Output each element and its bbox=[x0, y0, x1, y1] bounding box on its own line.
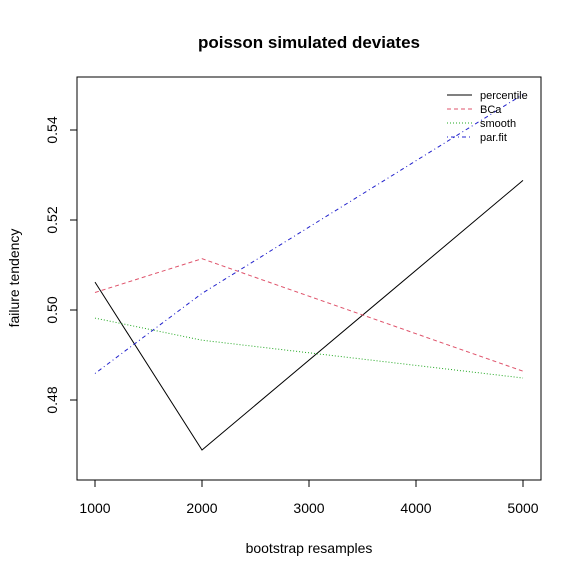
y-tick-label: 0.48 bbox=[44, 386, 60, 413]
plot-frame bbox=[76, 76, 542, 481]
y-tick-label: 0.52 bbox=[44, 206, 60, 233]
x-tick-label: 2000 bbox=[186, 500, 217, 516]
series-line-par-fit bbox=[94, 93, 524, 374]
y-axis-label: failure tendency bbox=[6, 229, 22, 328]
x-tick-label: 4000 bbox=[400, 500, 431, 516]
x-tick-label: 1000 bbox=[79, 500, 110, 516]
legend-label: smooth bbox=[480, 118, 516, 130]
series-layer bbox=[94, 93, 524, 451]
legend: percentile BCa smooth par.fit bbox=[447, 90, 528, 144]
legend-label: BCa bbox=[480, 104, 502, 116]
y-tick-label: 0.54 bbox=[44, 116, 60, 143]
y-tick-label: 0.50 bbox=[44, 296, 60, 323]
series-line-smooth bbox=[94, 317, 524, 379]
x-tick-label: 3000 bbox=[293, 500, 324, 516]
chart-title: poisson simulated deviates bbox=[198, 33, 420, 52]
x-tick-label: 5000 bbox=[507, 500, 538, 516]
x-axis-label: bootstrap resamples bbox=[246, 540, 373, 556]
series-line-percentile bbox=[94, 180, 524, 451]
legend-label: par.fit bbox=[480, 132, 507, 144]
series-line-bca bbox=[94, 258, 524, 372]
y-axis: 0.48 0.50 0.52 0.54 bbox=[44, 116, 78, 414]
legend-label: percentile bbox=[480, 90, 528, 102]
x-axis: 1000 2000 3000 4000 5000 bbox=[79, 479, 539, 516]
